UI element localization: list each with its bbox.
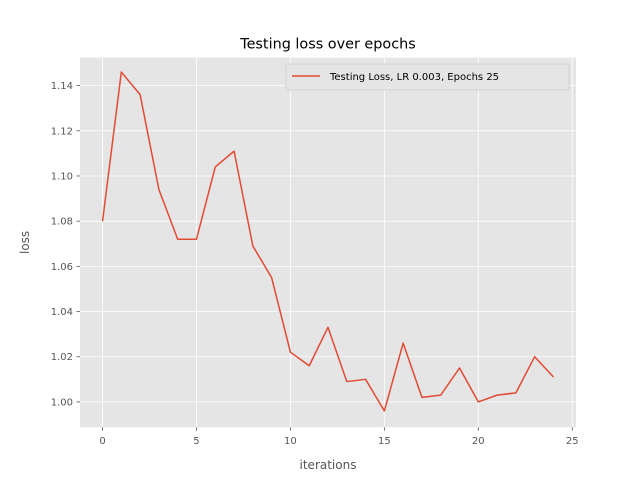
x-tick-label: 15 — [378, 436, 391, 447]
x-axis-ticks: 0 5 10 15 20 25 — [99, 427, 579, 447]
x-tick-label: 20 — [472, 436, 485, 447]
y-tick-label: 1.12 — [51, 126, 73, 137]
legend-label: Testing Loss, LR 0.003, Epochs 25 — [329, 72, 499, 83]
x-tick-label: 0 — [99, 436, 105, 447]
y-tick-label: 1.10 — [51, 171, 73, 182]
x-tick-label: 10 — [284, 436, 297, 447]
plot-background — [80, 57, 576, 428]
y-tick-label: 1.04 — [51, 307, 73, 318]
y-axis-label: loss — [18, 231, 32, 254]
y-axis-ticks: 1.00 1.02 1.04 1.06 1.08 1.10 1.12 1.14 — [51, 81, 80, 408]
x-axis-label: iterations — [300, 458, 357, 472]
x-tick-label: 5 — [193, 436, 199, 447]
y-tick-label: 1.02 — [51, 352, 73, 363]
x-tick-label: 25 — [566, 436, 579, 447]
series-line — [101, 71, 555, 412]
y-tick-label: 1.14 — [51, 81, 73, 92]
y-tick-label: 1.00 — [51, 397, 73, 408]
legend: Testing Loss, LR 0.003, Epochs 25 — [285, 63, 570, 91]
chart-title: Testing loss over epochs — [239, 37, 416, 53]
y-tick-label: 1.06 — [51, 262, 73, 273]
legend-box — [285, 63, 570, 91]
y-tick-label: 1.08 — [51, 217, 73, 228]
series-group — [101, 71, 555, 412]
